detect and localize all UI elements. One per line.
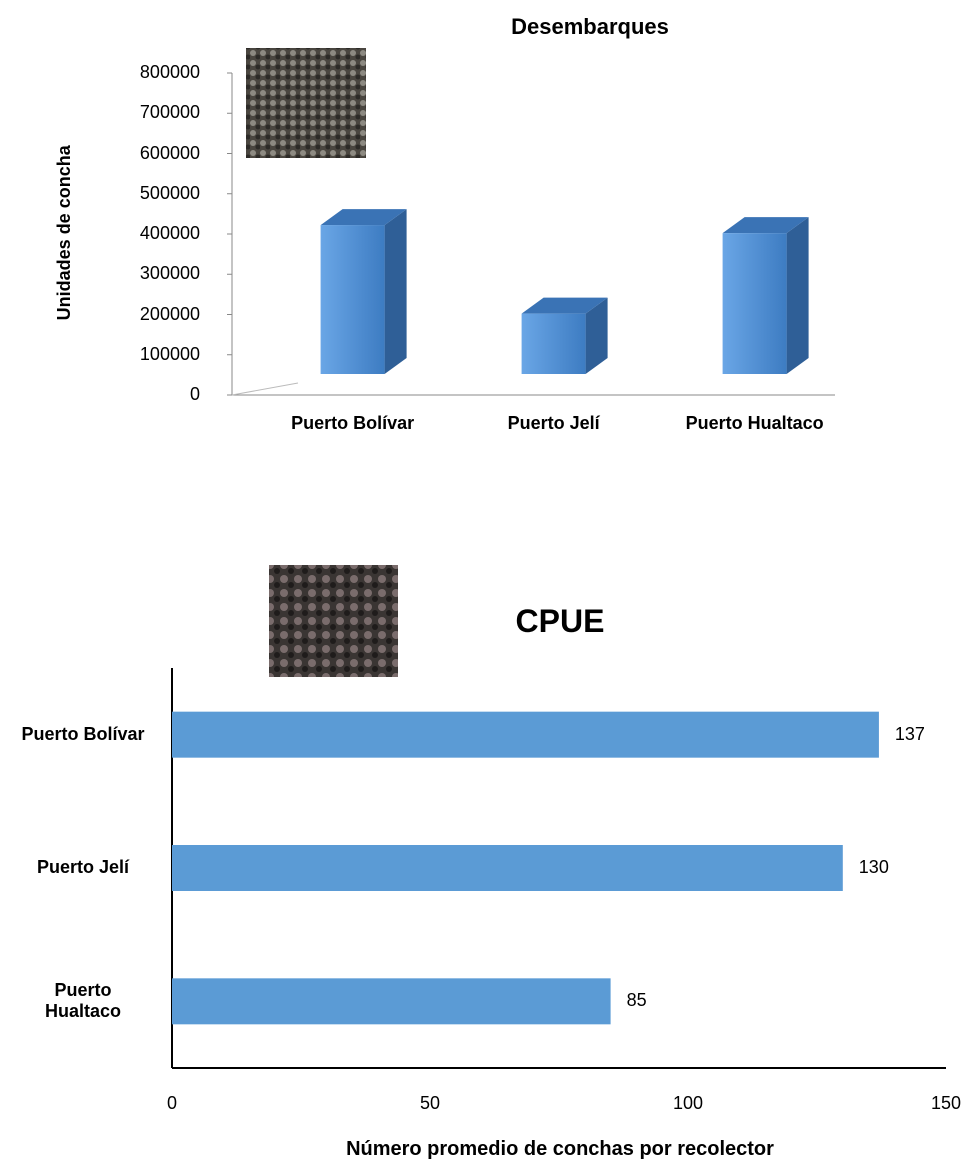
bar <box>172 978 611 1025</box>
x-tick-label: 150 <box>930 1093 962 1113</box>
chart-title: Desembarques <box>511 14 669 39</box>
bar <box>172 711 879 758</box>
x-tick-label: 50 <box>419 1093 441 1113</box>
x-axis-label: Número promedio de conchas por recolecto… <box>346 1138 774 1160</box>
value-label: 85 <box>626 990 647 1011</box>
bar <box>521 297 608 374</box>
y-tick-label: 300000 <box>139 263 200 284</box>
y-tick-label: Puerto Bolívar <box>21 723 145 744</box>
value-label: 130 <box>858 857 889 877</box>
y-tick-label: 700000 <box>139 102 200 123</box>
floor-edge <box>231 382 299 396</box>
y-tick-label: 600000 <box>139 142 200 163</box>
photo <box>269 565 398 677</box>
x-tick-label: Puerto Hualtaco <box>685 413 824 433</box>
y-tick-label: 100000 <box>139 343 200 364</box>
y-tick-label: 400000 <box>139 223 200 243</box>
x-tick-label: 0 <box>166 1093 177 1113</box>
y-tick-label: Puerto Hualtaco <box>44 979 122 1022</box>
photo <box>246 48 366 158</box>
value-label: 137 <box>894 723 925 744</box>
chart-title: CPUE <box>515 603 605 639</box>
y-tick-label: Puerto Jelí <box>36 857 130 878</box>
x-tick-label: Puerto Bolívar <box>291 413 415 433</box>
y-tick-label: 800000 <box>139 62 200 82</box>
bar <box>722 217 809 374</box>
y-axis-label: Unidades de concha <box>54 145 75 321</box>
y-tick-label: 0 <box>189 384 200 404</box>
bar <box>172 845 843 891</box>
y-tick-label: 500000 <box>139 182 200 203</box>
x-tick-label: Puerto Jelí <box>507 413 600 433</box>
x-tick-label: 100 <box>672 1093 704 1113</box>
y-tick-label: 200000 <box>139 303 200 324</box>
bar <box>320 209 407 374</box>
